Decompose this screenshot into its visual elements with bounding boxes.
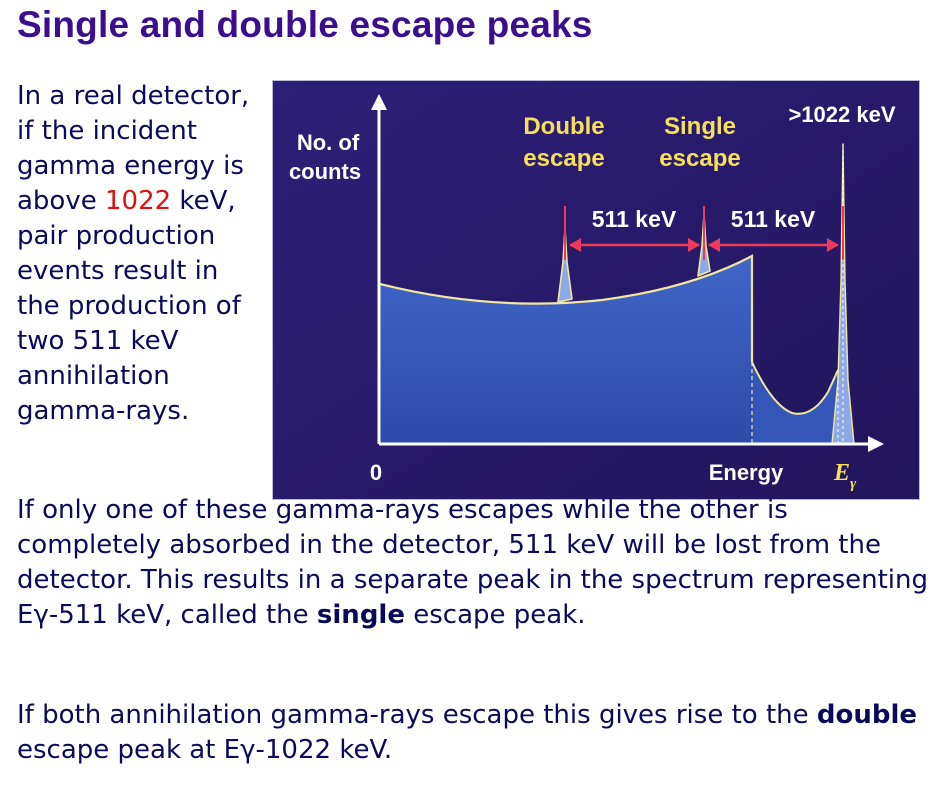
single-emphasis: single (316, 600, 405, 630)
compton-continuum (380, 256, 752, 444)
double-escape-text-mid: escape peak at E (17, 735, 241, 765)
escape-peak-spectrum-diagram: No. of counts 0 Energy Eγ Double escape … (272, 80, 920, 500)
egamma-letter: E (833, 460, 850, 486)
x-axis-label: Energy (709, 460, 784, 485)
single-escape-paragraph: If only one of these gamma-rays escapes … (17, 493, 937, 633)
gap1-arrow-left (569, 238, 581, 252)
x-axis-arrowhead (868, 436, 884, 452)
full-energy-label: >1022 keV (788, 102, 895, 127)
gap1-label: 511 keV (592, 206, 677, 232)
double-escape-label-line2: escape (523, 145, 604, 172)
single-escape-text-mid: -511 keV, called the (48, 600, 317, 630)
egamma-label: Eγ (833, 460, 857, 492)
single-escape-label-line1: Single (664, 113, 736, 140)
gap2-arrow-left (708, 238, 720, 252)
compton-valley (752, 362, 838, 444)
gamma-symbol: γ (33, 600, 49, 630)
compton-edge-curve (379, 254, 754, 362)
double-escape-text-end: -1022 keV. (255, 735, 393, 765)
gap2-arrow-right (827, 238, 839, 252)
intro-text-end: keV, pair production events result in th… (17, 186, 241, 426)
y-axis-arrowhead (371, 94, 387, 110)
y-axis-label-line1: No. of (297, 130, 360, 155)
double-escape-text-start: If both annihilation gamma-rays escape t… (17, 700, 817, 730)
gap1-arrow-right (688, 238, 700, 252)
threshold-energy: 1022 (105, 186, 172, 216)
page-title: Single and double escape peaks (17, 4, 593, 45)
egamma-subscript: γ (850, 476, 857, 492)
gamma-symbol: γ (240, 735, 256, 765)
single-escape-text-start: If only one of these gamma-rays escapes … (17, 495, 929, 630)
valley-curve (751, 361, 839, 415)
spectrum-svg: No. of counts 0 Energy Eγ Double escape … (272, 80, 920, 500)
single-escape-label-line2: escape (659, 145, 740, 172)
y-axis-label-line2: counts (289, 159, 361, 184)
origin-label: 0 (370, 460, 382, 485)
double-emphasis: double (816, 700, 918, 730)
gap2-label: 511 keV (731, 206, 816, 232)
intro-text-start: In a real detector, if the incident gamm… (17, 81, 250, 216)
double-escape-label-line1: Double (523, 113, 604, 140)
intro-paragraph: In a real detector, if the incident gamm… (17, 79, 267, 429)
single-escape-text-end: escape peak. (404, 600, 586, 630)
double-escape-paragraph: If both annihilation gamma-rays escape t… (17, 698, 937, 768)
